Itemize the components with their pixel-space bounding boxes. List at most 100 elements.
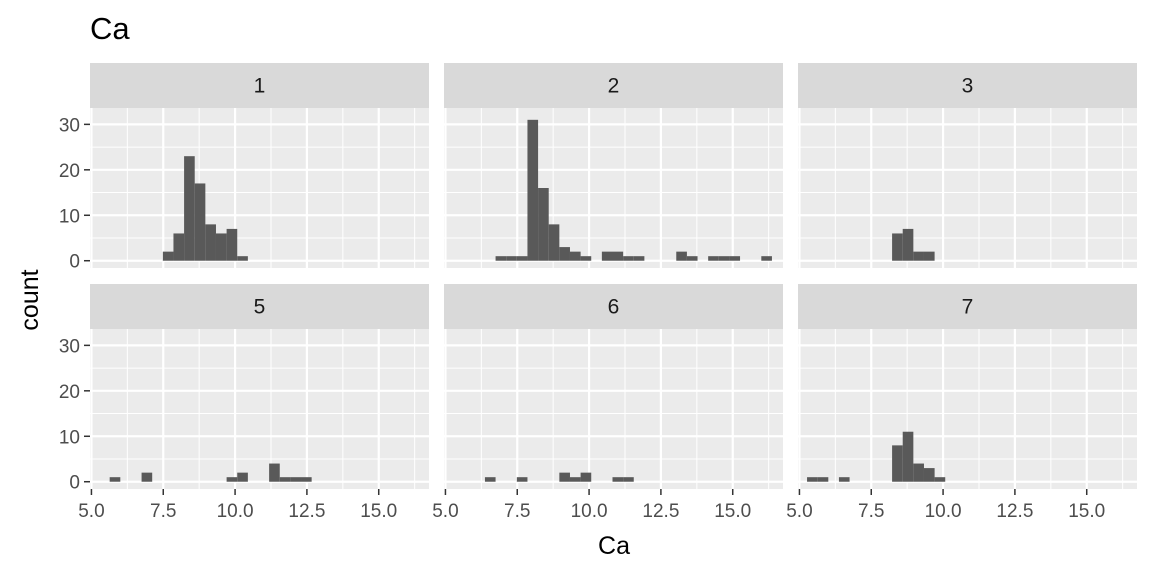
histogram-bar — [612, 251, 624, 261]
histogram-bar — [484, 477, 496, 482]
histogram-bar — [633, 256, 645, 261]
x-tick-label: 15.0 — [1068, 501, 1105, 522]
panel-background — [798, 108, 1137, 268]
y-tick-label: 20 — [59, 382, 80, 403]
histogram-bar — [141, 472, 153, 482]
histogram-bar — [269, 463, 280, 482]
panel-background — [90, 108, 429, 268]
histogram-bar — [538, 188, 549, 261]
x-axis-title: Ca — [598, 532, 630, 560]
histogram-bar — [301, 477, 312, 482]
histogram-bar — [569, 251, 581, 261]
histogram-bar — [838, 477, 850, 482]
facet-panel-5: 5 0 10 20 30 5.0 7.5 10.0 12.5 15.0 — [59, 284, 429, 522]
facet-strip — [90, 284, 429, 329]
histogram-bar — [527, 119, 539, 261]
y-tick-label: 0 — [69, 252, 80, 273]
x-tick-label: 15.0 — [714, 501, 751, 522]
histogram-bar — [569, 477, 581, 482]
facet-strip — [798, 63, 1137, 108]
histogram-bar — [559, 247, 570, 261]
facet-panel-6: 6 5.0 7.5 10.0 12.5 15.0 — [432, 284, 783, 522]
histogram-bar — [612, 477, 624, 482]
histogram-bar — [729, 256, 741, 261]
histogram-bar — [184, 156, 195, 261]
facet-strip — [90, 63, 429, 108]
histogram-bar — [559, 472, 570, 482]
facet-strip — [798, 284, 1137, 329]
histogram-bar — [162, 251, 174, 261]
histogram-bar — [892, 233, 903, 261]
histogram-bar — [718, 256, 730, 261]
facet-strip-label: 5 — [254, 296, 266, 319]
y-tick-label: 0 — [69, 473, 80, 494]
facet-panel-2: 2 — [444, 63, 783, 268]
panel-background — [444, 329, 783, 489]
facet-strip-label: 1 — [254, 75, 266, 98]
histogram-bar — [279, 477, 291, 482]
chart-title: Ca — [90, 11, 130, 46]
x-tick-label: 12.5 — [642, 501, 679, 522]
histogram-bar — [205, 224, 216, 261]
histogram-bar — [580, 472, 592, 482]
histogram-bar — [516, 477, 528, 482]
histogram-bar — [623, 256, 634, 261]
histogram-bar — [215, 233, 227, 261]
histogram-bar — [913, 463, 924, 482]
histogram-bar — [807, 477, 818, 482]
histogram-bar — [173, 233, 185, 261]
histogram-bar — [902, 431, 914, 482]
y-tick-label: 20 — [59, 161, 80, 182]
histogram-bar — [601, 251, 613, 261]
facet-strip-label: 3 — [962, 75, 974, 98]
histogram-bar — [913, 251, 924, 261]
histogram-bar — [226, 477, 238, 482]
y-axis-title: count — [16, 269, 44, 330]
histogram-bar — [290, 477, 302, 482]
histogram-bar — [548, 224, 560, 261]
histogram-bar — [109, 477, 121, 482]
x-tick-label: 5.0 — [432, 501, 458, 522]
panel-background — [444, 108, 783, 268]
x-tick-label: 7.5 — [858, 501, 884, 522]
panel-background — [90, 329, 429, 489]
x-tick-label: 10.0 — [571, 501, 608, 522]
histogram-bar — [902, 228, 914, 261]
histogram-bar — [934, 477, 946, 482]
panel-background — [798, 329, 1137, 489]
histogram-bar — [761, 256, 772, 261]
y-tick-label: 30 — [59, 336, 80, 357]
facet-strip-label: 2 — [608, 75, 620, 98]
histogram-bar — [580, 256, 592, 261]
facet-panel-7: 7 5.0 7.5 10.0 12.5 15.0 — [786, 284, 1137, 522]
x-tick-label: 5.0 — [786, 501, 812, 522]
histogram-bar — [194, 183, 206, 261]
histogram-bar — [676, 251, 687, 261]
histogram-bar — [892, 445, 903, 482]
histogram-bar — [923, 468, 935, 482]
y-tick-label: 30 — [59, 115, 80, 136]
histogram-bar — [686, 256, 698, 261]
x-tick-label: 7.5 — [150, 501, 176, 522]
facet-strip — [444, 284, 783, 329]
histogram-bar — [237, 472, 248, 482]
x-tick-label: 12.5 — [996, 501, 1033, 522]
facet-strip-label: 7 — [962, 296, 974, 319]
x-tick-label: 15.0 — [360, 501, 397, 522]
histogram-bar — [495, 256, 507, 261]
x-tick-label: 10.0 — [925, 501, 962, 522]
histogram-bar — [923, 251, 935, 261]
x-tick-label: 5.0 — [78, 501, 104, 522]
y-tick-label: 10 — [59, 427, 80, 448]
x-tick-label: 7.5 — [504, 501, 530, 522]
histogram-bar — [226, 228, 238, 261]
histogram-bar — [623, 477, 634, 482]
x-tick-label: 10.0 — [217, 501, 254, 522]
histogram-bar — [708, 256, 719, 261]
histogram-bar — [817, 477, 829, 482]
y-tick-label: 10 — [59, 206, 80, 227]
histogram-bar — [237, 256, 248, 261]
